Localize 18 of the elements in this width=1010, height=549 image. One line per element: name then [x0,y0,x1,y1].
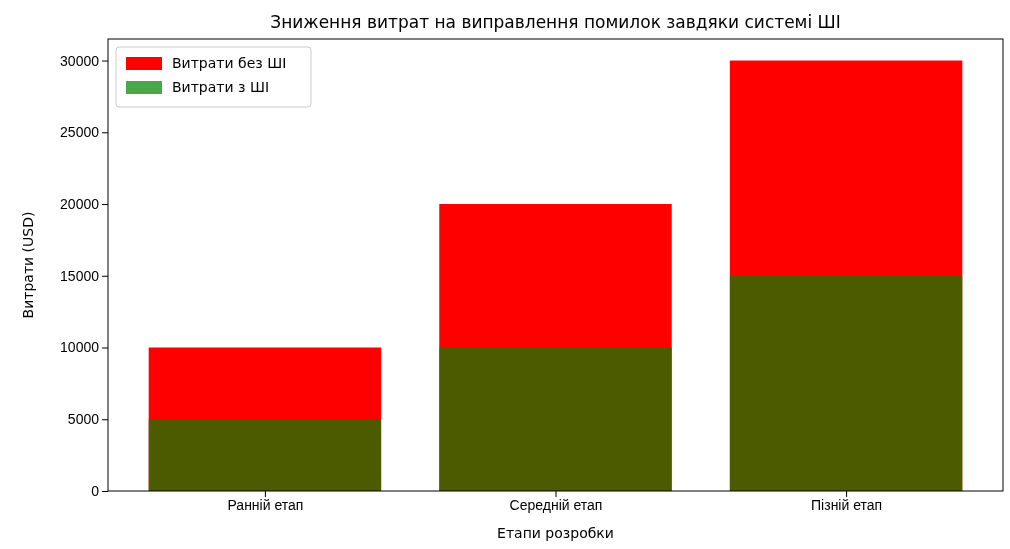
legend-label: Витрати без ШІ [172,55,287,71]
x-tick-label: Ранній етап [227,496,304,513]
y-tick-label: 5000 [67,411,100,428]
y-tick-label: 25000 [60,124,100,141]
x-tick-label: Середній етап [509,496,603,513]
y-tick-label: 0 [91,482,100,499]
y-tick-label: 10000 [60,339,100,356]
legend-label: Витрати з ШІ [172,79,270,95]
chart-title: Зниження витрат на виправлення помилок завдяки системі ШІ [270,12,841,32]
y-tick-label: 15000 [60,267,100,284]
bar [729,275,963,491]
bar [148,419,382,491]
y-axis-title: Витрати (USD) [20,211,36,319]
x-axis-title: Етапи розробки [497,525,614,541]
x-tick-label: Пізній етап [811,496,883,513]
y-tick-label: 20000 [60,196,100,212]
bar [439,347,672,491]
y-tick-label: 30000 [60,52,100,69]
